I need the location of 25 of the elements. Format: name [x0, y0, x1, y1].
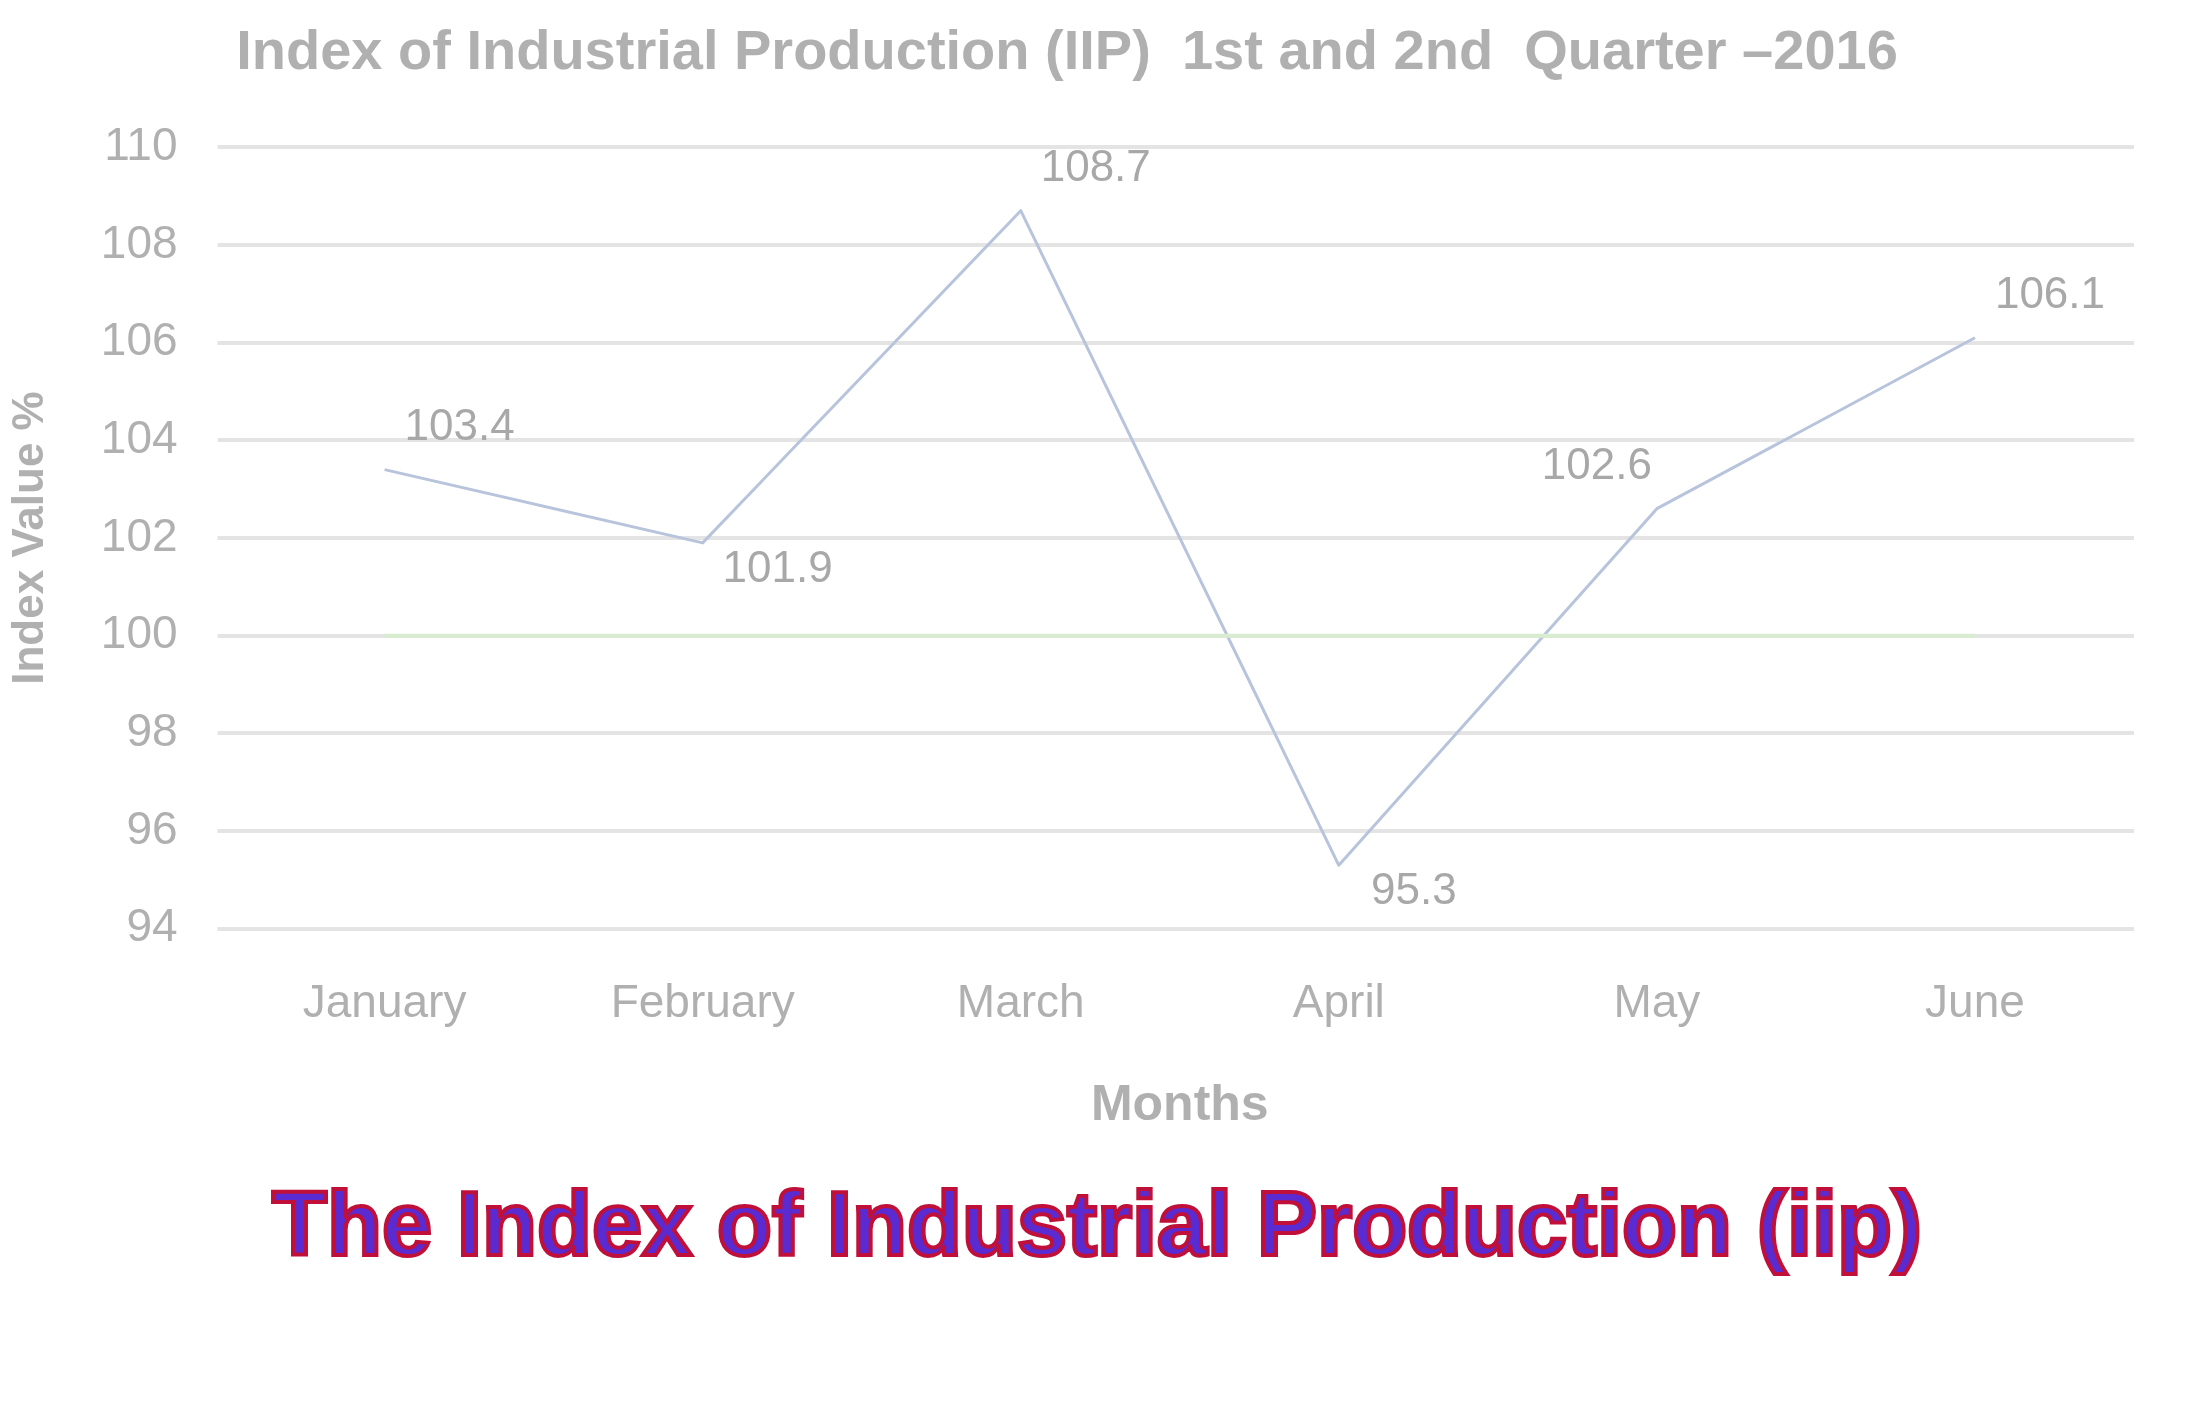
y-tick-label: 100: [100, 606, 178, 659]
x-axis-title: Months: [1090, 1074, 1269, 1131]
y-axis-title: Index Value %: [2, 391, 52, 685]
data-label: 106.1: [1994, 267, 2106, 317]
overlay-heading: The Index of Industrial Production (iip): [271, 1173, 1923, 1276]
chart-title: Index of Industrial Production (IIP) 1st and 2nd Quarter –2016: [236, 18, 1898, 82]
y-tick-label: 94: [126, 899, 178, 952]
data-label: 102.6: [1541, 438, 1652, 488]
y-tick-label: 110: [104, 117, 178, 170]
x-tick-label: March: [956, 975, 1085, 1028]
x-tick-label: February: [610, 975, 795, 1028]
x-tick-label: June: [1925, 975, 2025, 1028]
data-label: 108.7: [1040, 140, 1151, 190]
data-label: 95.3: [1370, 864, 1457, 914]
data-label: 101.9: [722, 542, 833, 592]
x-tick-label: January: [302, 975, 467, 1028]
y-tick-label: 96: [126, 801, 178, 854]
x-tick-label: May: [1613, 975, 1701, 1028]
data-label: 103.4: [404, 399, 515, 449]
x-tick-label: April: [1292, 975, 1385, 1028]
y-tick-label: 98: [126, 704, 178, 757]
y-tick-label: 106: [100, 313, 178, 366]
y-tick-label: 102: [100, 508, 178, 561]
y-tick-label: 104: [100, 410, 178, 463]
y-tick-label: 108: [100, 215, 178, 268]
